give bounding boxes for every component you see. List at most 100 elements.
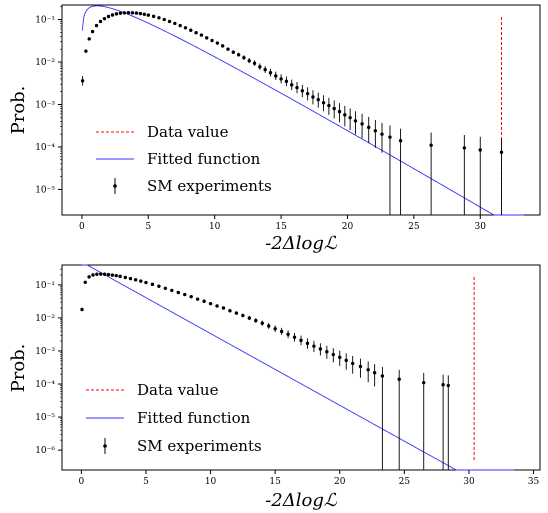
top-data-point xyxy=(332,106,336,111)
top-legend-sm-experiments-label: SM experiments xyxy=(147,177,272,195)
top-legend-data-value-label: Data value xyxy=(147,123,229,141)
top-data-point xyxy=(462,146,467,150)
top-x-tick-label: 10 xyxy=(209,222,221,232)
top-legend-sm-experiments-marker xyxy=(113,184,117,188)
bottom-y-tick-label: 10⁻³ xyxy=(35,347,55,357)
bottom-data-point xyxy=(260,321,264,325)
top-x-tick-label: 30 xyxy=(475,222,487,232)
bottom-data-point xyxy=(144,280,148,285)
top-legend-fitted-function-label: Fitted function xyxy=(147,150,261,168)
top-data-point xyxy=(215,41,220,45)
top-data-point xyxy=(142,12,147,16)
top-data-point xyxy=(102,16,107,21)
bottom-data-point xyxy=(267,324,271,328)
top-data-point xyxy=(178,23,182,28)
bottom-data-point xyxy=(338,355,342,360)
bottom-data-point xyxy=(215,304,219,308)
bottom-legend-sm-experiments-label: SM experiments xyxy=(137,437,262,455)
top-data-point xyxy=(157,16,161,20)
top-data-point xyxy=(263,67,267,72)
bottom-y-tick-label: 10⁻² xyxy=(35,314,55,324)
bottom-data-point xyxy=(139,279,143,283)
top-data-point xyxy=(295,85,299,90)
top-data-point xyxy=(118,11,123,15)
bottom-data-point xyxy=(208,301,213,306)
bottom-chart-panel: 0 5 10 15 20 25 30 35 10⁻¹ 10⁻² 10⁻³ 10⁻⁴ 10⁻⁵ 10⁻⁶ -… xyxy=(8,264,541,511)
top-data-point xyxy=(305,91,310,96)
bottom-data-point xyxy=(176,290,180,295)
bottom-x-tick-label: 25 xyxy=(399,477,411,487)
top-data-point xyxy=(84,49,88,53)
top-data-point xyxy=(220,44,225,48)
bottom-data-point xyxy=(102,272,107,276)
top-data-point xyxy=(90,29,95,34)
top-data-point xyxy=(130,11,135,15)
top-data-point xyxy=(236,53,241,57)
top-x-tick-label: 5 xyxy=(145,222,151,232)
top-data-point xyxy=(258,65,262,69)
bottom-data-point xyxy=(228,309,232,313)
top-data-point xyxy=(478,148,482,152)
bottom-data-point xyxy=(99,272,103,276)
top-data-point xyxy=(316,97,320,102)
top-data-point xyxy=(226,47,230,51)
top-data-point xyxy=(151,14,156,19)
top-data-point xyxy=(146,13,151,17)
top-data-point xyxy=(189,28,193,32)
bottom-x-axis-label: -2Δlogℒ xyxy=(265,490,338,511)
bottom-data-point xyxy=(318,347,323,351)
bottom-data-point xyxy=(273,327,277,331)
bottom-data-point xyxy=(189,294,193,299)
top-data-point xyxy=(199,33,204,37)
bottom-y-tick-label: 10⁻⁴ xyxy=(35,380,55,390)
bottom-data-point xyxy=(80,307,84,312)
bottom-chart-frame xyxy=(61,264,541,471)
bottom-data-point xyxy=(299,338,303,343)
bottom-data-point xyxy=(422,380,426,385)
bottom-legend-data-value-label: Data value xyxy=(137,381,219,399)
top-data-point xyxy=(284,79,289,84)
top-data-point xyxy=(194,31,198,35)
top-data-point xyxy=(80,79,85,83)
bottom-y-axis-label: Prob. xyxy=(8,344,29,393)
top-data-point xyxy=(321,101,326,105)
bottom-data-point xyxy=(241,313,245,318)
bottom-data-point xyxy=(91,273,95,277)
bottom-data-point xyxy=(344,358,348,363)
top-data-point xyxy=(337,109,342,114)
top-y-tick-label: 10⁻⁵ xyxy=(35,185,55,195)
bottom-data-point xyxy=(372,371,377,375)
bottom-data-point xyxy=(170,288,174,293)
bottom-data-point xyxy=(312,344,316,348)
top-data-point xyxy=(167,19,172,24)
top-y-tick-label: 10⁻³ xyxy=(35,100,55,110)
top-data-point xyxy=(210,38,214,43)
bottom-data-point xyxy=(133,278,138,282)
bottom-data-point xyxy=(95,272,99,276)
top-data-point xyxy=(274,74,278,78)
bottom-data-point xyxy=(286,332,290,336)
bottom-data-point xyxy=(163,286,168,290)
bottom-data-point xyxy=(128,276,133,281)
bottom-x-tick-label: 0 xyxy=(79,477,85,487)
bottom-legend-sm-experiments-marker xyxy=(103,444,107,448)
bottom-x-tick-label: 35 xyxy=(528,477,540,487)
bottom-data-point xyxy=(292,335,297,339)
top-data-point xyxy=(311,95,315,99)
top-data-point xyxy=(231,50,235,54)
top-data-point xyxy=(388,135,392,139)
top-data-point xyxy=(247,59,251,63)
bottom-data-point xyxy=(305,341,310,346)
top-fitted-function-curve xyxy=(81,5,525,216)
top-chart-frame xyxy=(61,4,541,216)
top-chart-panel: 0 5 10 15 20 25 30 10⁻¹ 10⁻² 10⁻³ 10⁻⁴ 10⁻⁵ -2Δlogℒ… xyxy=(8,4,541,254)
bottom-data-point xyxy=(123,275,128,280)
bottom-data-point xyxy=(358,364,363,369)
bottom-fitted-function-curve xyxy=(81,264,515,471)
bottom-data-point xyxy=(350,361,355,366)
bottom-data-point xyxy=(254,318,258,323)
top-x-tick-label: 0 xyxy=(79,222,85,232)
top-data-point xyxy=(290,83,294,87)
bottom-x-tick-label: 15 xyxy=(269,477,281,487)
